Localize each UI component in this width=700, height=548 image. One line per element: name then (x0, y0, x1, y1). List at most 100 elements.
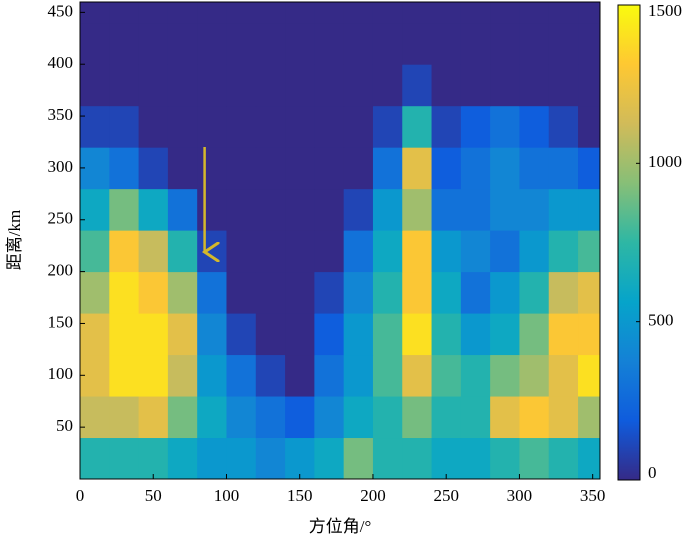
heatmap-cell (80, 313, 110, 356)
heatmap-cell (460, 230, 491, 273)
heatmap-cell (255, 105, 286, 148)
heatmap-cell (519, 437, 550, 480)
heatmap-cell (80, 396, 110, 439)
y-tick-label: 450 (48, 1, 74, 20)
heatmap-cell (197, 271, 227, 314)
heatmap-cell (285, 396, 315, 439)
heatmap-cell (167, 396, 198, 439)
heatmap-cell (314, 271, 345, 314)
heatmap-cell (138, 396, 169, 439)
heatmap-cell (226, 22, 257, 65)
heatmap-cell (285, 271, 315, 314)
y-tick-label: 150 (48, 312, 74, 331)
heatmap-cell (167, 64, 198, 107)
colorbar-tick-label: 1500 (648, 1, 682, 20)
heatmap-cell (548, 188, 579, 231)
heatmap-cell (167, 313, 198, 356)
heatmap-cell (226, 230, 257, 273)
heatmap-cell (431, 64, 462, 107)
heatmap-cell (519, 2, 550, 24)
heatmap-cell (80, 105, 110, 148)
heatmap-cell (548, 22, 579, 65)
colorbar-tick-label: 1000 (648, 152, 682, 171)
heatmap-cell (138, 271, 169, 314)
heatmap-cell (548, 313, 579, 356)
heatmap-cell (548, 354, 579, 397)
heatmap-cell (431, 230, 462, 273)
x-axis-title: 方位角/° (309, 517, 372, 536)
y-tick-label: 250 (48, 209, 74, 228)
heatmap-cell (343, 64, 374, 107)
heatmap-cell (167, 437, 198, 480)
heatmap-cell (372, 188, 403, 231)
heatmap-cell (548, 2, 579, 24)
heatmap-cell (343, 313, 374, 356)
heatmap-cell (431, 147, 462, 190)
heatmap-cell (226, 2, 257, 24)
heatmap-cell (314, 64, 345, 107)
heatmap-cell (80, 188, 110, 231)
heatmap-cell (548, 230, 579, 273)
heatmap-cell (548, 271, 579, 314)
heatmap-cell (138, 313, 169, 356)
heatmap-cell (343, 147, 374, 190)
heatmap-cell (255, 313, 286, 356)
heatmap-cell (402, 188, 433, 231)
heatmap-cell (138, 188, 169, 231)
heatmap-cell (138, 354, 169, 397)
heatmap-cell (548, 64, 579, 107)
heatmap-cell (314, 437, 345, 480)
heatmap-cell (490, 271, 520, 314)
colorbar-tick-label: 500 (648, 311, 674, 330)
heatmap-cell (167, 271, 198, 314)
heatmap-cell (372, 147, 403, 190)
heatmap-cell (578, 105, 601, 148)
heatmap-cell (197, 313, 227, 356)
heatmap-cell (80, 2, 110, 24)
heatmap-cell (402, 396, 433, 439)
heatmap-cell (197, 105, 227, 148)
heatmap-cell (519, 230, 550, 273)
heatmap-cell (167, 354, 198, 397)
heatmap-cell (402, 147, 433, 190)
heatmap-cell (460, 22, 491, 65)
heatmap-cell (285, 105, 315, 148)
heatmap-cell (490, 230, 520, 273)
heatmap-cell (226, 354, 257, 397)
heatmap-cell (372, 313, 403, 356)
heatmap-cell (431, 271, 462, 314)
x-tick-label: 0 (76, 486, 85, 505)
heatmap-cell (314, 188, 345, 231)
heatmap-cell (431, 188, 462, 231)
heatmap-cell (402, 271, 433, 314)
x-tick-label: 300 (507, 486, 533, 505)
heatmap-cell (197, 64, 227, 107)
heatmap-cell (255, 354, 286, 397)
heatmap-cell (138, 147, 169, 190)
colorbar (617, 4, 641, 481)
heatmap-cell (226, 437, 257, 480)
heatmap-cell (109, 271, 140, 314)
heatmap-cell (343, 2, 374, 24)
heatmap-cell (80, 64, 110, 107)
heatmap-cell (578, 396, 601, 439)
heatmap-cell (431, 354, 462, 397)
heatmap-cell (548, 147, 579, 190)
heatmap-cell (197, 22, 227, 65)
heatmap-cell (109, 2, 140, 24)
heatmap-cell (460, 2, 491, 24)
heatmap-cell (490, 22, 520, 65)
heatmap-cell (226, 271, 257, 314)
heatmap-cell (519, 354, 550, 397)
heatmap-cell (255, 437, 286, 480)
heatmap-cell (226, 64, 257, 107)
heatmap-cell (490, 147, 520, 190)
heatmap-cell (431, 437, 462, 480)
heatmap-cell (578, 64, 601, 107)
heatmap-cell (578, 230, 601, 273)
heatmap-cell (372, 271, 403, 314)
heatmap-cell (138, 2, 169, 24)
heatmap-cell (343, 22, 374, 65)
heatmap-cell (197, 188, 227, 231)
heatmap-cell (402, 437, 433, 480)
